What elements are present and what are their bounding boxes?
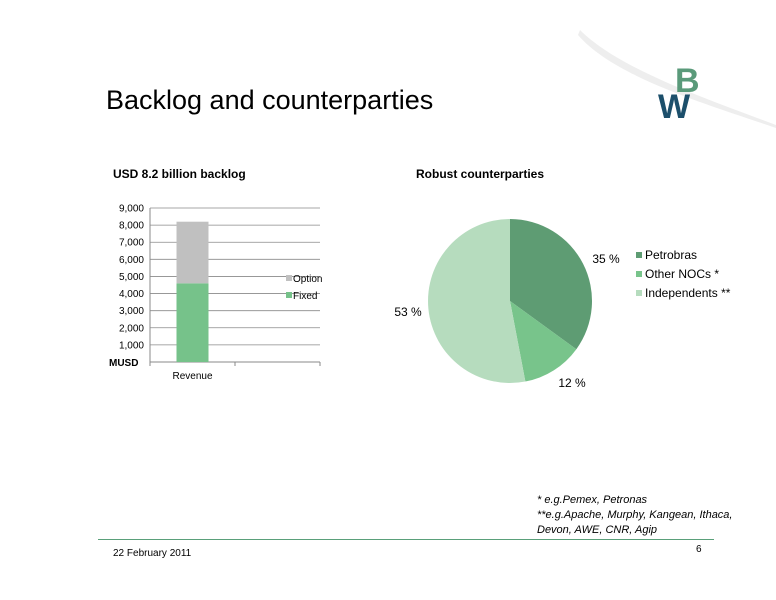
y-tick-label: 8,000 [119, 221, 144, 232]
bar-option [176, 221, 209, 284]
page-number: 6 [696, 544, 702, 555]
y-axis-label: MUSD [109, 358, 138, 369]
bar-fixed [176, 283, 209, 362]
y-tick-label: 5,000 [119, 272, 144, 283]
pie-data-label-3: 53 % [394, 305, 422, 319]
logo-letter-w: W [658, 88, 691, 126]
y-tick-label: 3,000 [119, 306, 144, 317]
legend-swatch-2 [636, 271, 642, 277]
x-tick-label: Revenue [172, 371, 212, 382]
legend-swatch-fixed [286, 292, 292, 298]
footer-divider [98, 539, 714, 540]
y-tick-label: 4,000 [119, 289, 144, 300]
y-tick-label: 7,000 [119, 238, 144, 249]
bw-logo: B W [578, 30, 776, 128]
footnote-1: * e.g.Pemex, Petronas [537, 494, 648, 506]
legend-label-1: Petrobras [645, 248, 697, 262]
pie-slice-2 [510, 301, 577, 382]
y-tick-label: 2,000 [119, 323, 144, 334]
legend-label-fixed: Fixed [293, 291, 317, 302]
legend-label-option: Option [293, 274, 322, 285]
legend-swatch-option [286, 275, 292, 281]
pie-slice-1 [510, 219, 593, 350]
pie-data-label-1: 35 % [592, 252, 620, 266]
pie-data-label-2: 12 % [558, 376, 586, 390]
y-tick-label: 1,000 [119, 340, 144, 351]
footnote-2: **e.g.Apache, Murphy, Kangean, Ithaca, D… [537, 509, 733, 536]
footnotes: * e.g.Pemex, Petronas **e.g.Apache, Murp… [537, 493, 747, 538]
legend-label-2: Other NOCs * [645, 267, 719, 281]
legend-swatch-1 [636, 252, 642, 258]
slide-title: Backlog and counterparties [106, 85, 434, 115]
counterparties-pie-chart: 35 % 12 % 53 % Petrobras Other NOCs * Indepen… [394, 219, 731, 390]
pie-slice-3 [428, 219, 526, 383]
footer-date: 22 February 2011 [113, 548, 192, 559]
bar-chart-title: USD 8.2 billion backlog [113, 167, 246, 181]
backlog-bar-chart: 1,000 2,000 3,000 4,000 5,000 6,000 7,000 8,000… [109, 204, 322, 383]
y-tick-label: 9,000 [119, 204, 144, 215]
y-tick-label: 6,000 [119, 255, 144, 266]
legend-label-3: Independents ** [645, 286, 731, 300]
pie-chart-title: Robust counterparties [416, 167, 545, 181]
legend-swatch-3 [636, 290, 642, 296]
logo-letter-b: B [675, 62, 700, 100]
